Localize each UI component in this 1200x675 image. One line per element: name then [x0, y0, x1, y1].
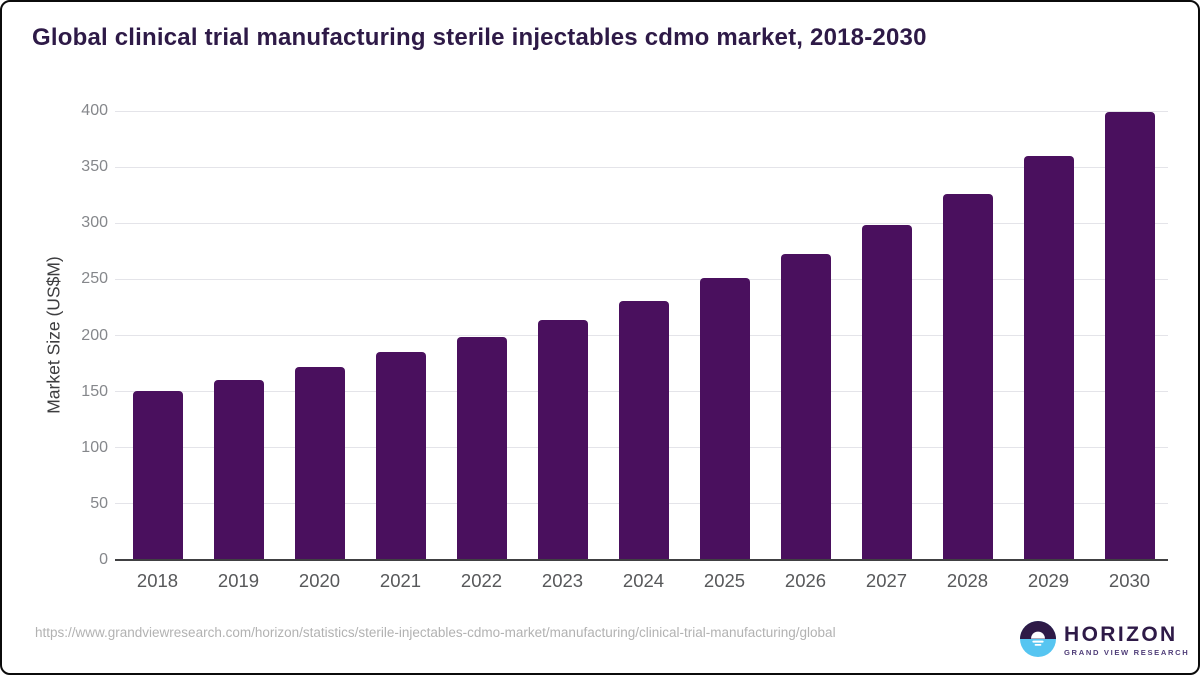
x-tick-label-2019: 2019 [217, 570, 260, 591]
y-tick-label: 0 [99, 551, 108, 568]
brand-tagline: GRAND VIEW RESEARCH [1064, 648, 1190, 657]
x-tick-label-2020: 2020 [298, 570, 341, 591]
y-tick-label: 150 [81, 382, 108, 400]
bar-2029 [1023, 155, 1074, 560]
x-tick-label-2029: 2029 [1027, 570, 1070, 591]
brand-logo-text: HORIZON GRAND VIEW RESEARCH [1064, 621, 1189, 657]
x-tick-label-2022: 2022 [460, 570, 503, 591]
bar-2027 [861, 225, 912, 560]
gridline-y-400 [115, 110, 1168, 112]
y-tick-label: 200 [81, 326, 108, 344]
brand-logo: HORIZON GRAND VIEW RESEARCH [1020, 621, 1189, 657]
bar-2030 [1104, 112, 1155, 560]
bar-2025 [699, 278, 750, 560]
source-url: https://www.grandviewresearch.com/horizo… [35, 625, 836, 640]
bar-2024 [618, 300, 669, 560]
x-tick-label-2025: 2025 [703, 570, 746, 591]
bar-2022 [456, 336, 507, 560]
bar-2021 [375, 352, 426, 560]
bar-2026 [780, 253, 831, 560]
gridline-y-350 [115, 166, 1168, 168]
bar-2020 [294, 366, 345, 560]
brand-name: HORIZON [1064, 623, 1178, 646]
x-tick-label-2024: 2024 [622, 570, 665, 591]
x-tick-label-2026: 2026 [784, 570, 827, 591]
x-tick-label-2023: 2023 [541, 570, 584, 591]
gridline-y-300 [115, 222, 1168, 224]
x-tick-label-2028: 2028 [946, 570, 989, 591]
x-tick-label-2030: 2030 [1108, 570, 1151, 591]
x-tick-label-2021: 2021 [379, 570, 422, 591]
y-tick-label: 300 [81, 214, 108, 232]
gridline-y-250 [115, 278, 1168, 280]
x-axis-line [115, 559, 1168, 561]
x-tick-label-2027: 2027 [865, 570, 908, 591]
y-tick-label: 100 [81, 438, 108, 456]
y-tick-label: 350 [81, 158, 108, 176]
bar-2018 [132, 390, 183, 560]
y-tick-label: 250 [81, 270, 108, 288]
bar-2023 [537, 319, 588, 560]
bar-2028 [942, 194, 993, 560]
horizon-sun-icon [1020, 621, 1056, 657]
y-tick-label: 400 [81, 102, 108, 119]
bar-2019 [213, 380, 264, 560]
y-tick-label: 50 [90, 494, 108, 512]
x-tick-label-2018: 2018 [136, 570, 179, 591]
chart-title: Global clinical trial manufacturing ster… [32, 24, 927, 51]
